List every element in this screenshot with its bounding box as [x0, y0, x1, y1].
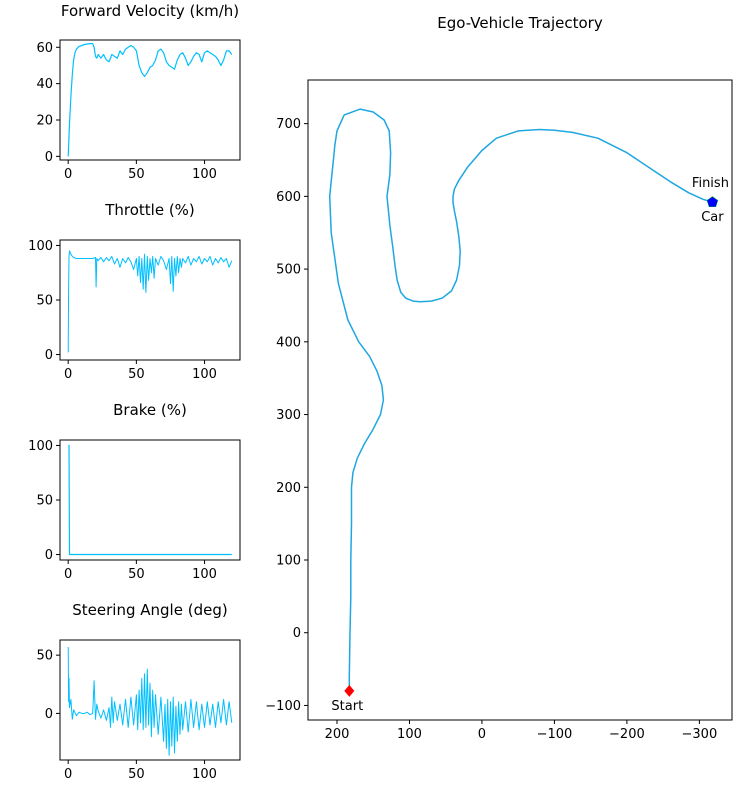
brake-ytick-label: 50 [36, 494, 53, 509]
trajectory-ytick-label: 400 [276, 335, 301, 350]
trajectory-xtick-label: −200 [609, 727, 645, 742]
velocity-frame [59, 39, 241, 161]
trajectory-series-line [328, 108, 713, 691]
steering-xtick-label: 50 [128, 767, 145, 782]
velocity-panel: Forward Velocity (km/h) 0 50 100 0 20 40 60 [36, 2, 241, 182]
trajectory-xtick-label: 0 [478, 727, 486, 742]
throttle-series-line [67, 250, 233, 353]
brake-ytick-label: 100 [28, 439, 53, 454]
velocity-plot-area [67, 42, 233, 157]
throttle-xtick-label: 0 [64, 367, 72, 382]
velocity-ytick-label: 60 [36, 41, 53, 56]
start-label: Start [331, 699, 363, 714]
trajectory-ytick-label: 0 [293, 626, 301, 641]
steering-frame [59, 639, 241, 761]
trajectory-frame [307, 79, 733, 721]
velocity-title: Forward Velocity (km/h) [61, 2, 239, 20]
brake-xtick-label: 50 [128, 567, 145, 582]
steering-ytick-label: 50 [36, 649, 53, 664]
trajectory-ytick-label: 700 [276, 117, 301, 132]
velocity-ytick-label: 20 [36, 114, 53, 129]
brake-xtick-label: 100 [192, 567, 217, 582]
velocity-xtick-label: 50 [128, 167, 145, 182]
velocity-ytick-label: 40 [36, 77, 53, 92]
throttle-plot-area [67, 250, 233, 353]
finish-label: Finish [692, 176, 729, 191]
throttle-ytick-label: 50 [36, 294, 53, 309]
trajectory-ytick-label: 500 [276, 263, 301, 278]
velocity-xtick-label: 0 [64, 167, 72, 182]
brake-ytick-label: 0 [45, 548, 53, 563]
trajectory-ytick-label: 600 [276, 190, 301, 205]
brake-title: Brake (%) [113, 401, 187, 419]
trajectory-plot-area [328, 108, 719, 697]
trajectory-xtick-label: 200 [325, 727, 350, 742]
throttle-title: Throttle (%) [104, 201, 195, 219]
trajectory-ytick-label: 200 [276, 481, 301, 496]
steering-xtick-label: 0 [64, 767, 72, 782]
throttle-ytick-label: 100 [28, 239, 53, 254]
velocity-series-line [67, 42, 233, 157]
car-marker [707, 196, 718, 207]
trajectory-title: Ego-Vehicle Trajectory [437, 14, 603, 32]
steering-xtick-label: 100 [192, 767, 217, 782]
steering-series-line [67, 646, 233, 756]
trajectory-xtick-label: −100 [537, 727, 573, 742]
trajectory-panel: Ego-Vehicle Trajectory Start Finish Car … [265, 14, 733, 742]
brake-xtick-label: 0 [64, 567, 72, 582]
steering-ytick-label: 0 [45, 707, 53, 722]
trajectory-ytick-label: −100 [265, 699, 301, 714]
start-marker [344, 684, 355, 697]
velocity-ytick-label: 0 [45, 150, 53, 165]
trajectory-xtick-label: −300 [682, 727, 718, 742]
throttle-panel: Throttle (%) 0 50 100 0 50 100 [28, 201, 241, 382]
throttle-xtick-label: 100 [192, 367, 217, 382]
steering-panel: Steering Angle (deg) 0 50 100 0 50 [36, 601, 241, 782]
trajectory-ytick-label: 300 [276, 408, 301, 423]
throttle-xtick-label: 50 [128, 367, 145, 382]
velocity-xtick-label: 100 [192, 167, 217, 182]
brake-series-line [67, 444, 232, 556]
trajectory-ytick-label: 100 [276, 554, 301, 569]
brake-plot-area [67, 444, 232, 556]
car-label: Car [701, 210, 724, 225]
throttle-ytick-label: 0 [45, 348, 53, 363]
steering-title: Steering Angle (deg) [72, 601, 227, 619]
steering-plot-area [67, 646, 233, 756]
brake-panel: Brake (%) 0 50 100 0 50 100 [28, 401, 241, 582]
trajectory-xtick-label: 100 [397, 727, 422, 742]
